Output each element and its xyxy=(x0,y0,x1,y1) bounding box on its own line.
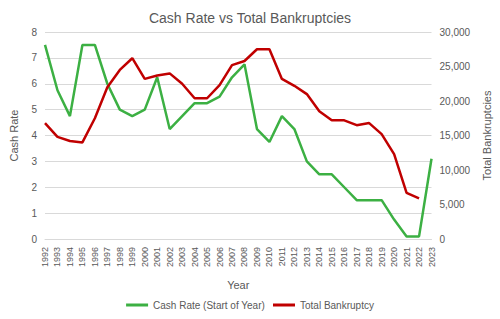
svg-text:1996: 1996 xyxy=(90,247,100,267)
svg-text:4: 4 xyxy=(31,130,37,141)
svg-text:2014: 2014 xyxy=(314,247,324,267)
svg-text:5,000: 5,000 xyxy=(440,199,465,210)
svg-text:2003: 2003 xyxy=(177,247,187,267)
svg-text:15,000: 15,000 xyxy=(440,130,471,141)
svg-text:2020: 2020 xyxy=(389,247,399,267)
svg-text:6: 6 xyxy=(31,78,37,89)
svg-text:Total Bankruptcies: Total Bankruptcies xyxy=(481,90,493,180)
svg-text:7: 7 xyxy=(31,52,37,63)
svg-text:2005: 2005 xyxy=(202,247,212,267)
svg-text:2019: 2019 xyxy=(377,247,387,267)
svg-text:20,000: 20,000 xyxy=(440,96,471,107)
svg-text:25,000: 25,000 xyxy=(440,61,471,72)
svg-text:2006: 2006 xyxy=(215,247,225,267)
svg-text:2010: 2010 xyxy=(264,247,274,267)
svg-text:2013: 2013 xyxy=(302,247,312,267)
svg-text:5: 5 xyxy=(31,104,37,115)
svg-text:8: 8 xyxy=(31,27,37,38)
svg-text:2012: 2012 xyxy=(289,247,299,267)
svg-text:0: 0 xyxy=(31,234,37,245)
svg-text:1997: 1997 xyxy=(102,247,112,267)
svg-text:Cash Rate (Start of Year): Cash Rate (Start of Year) xyxy=(153,300,265,311)
svg-text:2021: 2021 xyxy=(402,247,412,267)
svg-text:2004: 2004 xyxy=(190,247,200,267)
svg-text:1992: 1992 xyxy=(40,247,50,267)
svg-text:2008: 2008 xyxy=(239,247,249,267)
svg-text:1998: 1998 xyxy=(115,247,125,267)
svg-text:2002: 2002 xyxy=(165,247,175,267)
svg-text:2023: 2023 xyxy=(427,247,437,267)
svg-text:3: 3 xyxy=(31,156,37,167)
svg-text:2009: 2009 xyxy=(252,247,262,267)
svg-text:Year: Year xyxy=(227,279,250,291)
svg-text:1993: 1993 xyxy=(52,247,62,267)
svg-text:1: 1 xyxy=(31,208,37,219)
svg-text:1999: 1999 xyxy=(127,247,137,267)
svg-text:0: 0 xyxy=(440,234,446,245)
svg-text:2018: 2018 xyxy=(364,247,374,267)
svg-text:30,000: 30,000 xyxy=(440,27,471,38)
svg-text:Total Bankruptcy: Total Bankruptcy xyxy=(300,300,374,311)
svg-text:Cash Rate: Cash Rate xyxy=(8,110,20,162)
svg-text:2015: 2015 xyxy=(327,247,337,267)
svg-text:2007: 2007 xyxy=(227,247,237,267)
svg-text:10,000: 10,000 xyxy=(440,165,471,176)
svg-text:2016: 2016 xyxy=(339,247,349,267)
svg-text:2022: 2022 xyxy=(414,247,424,267)
svg-text:2001: 2001 xyxy=(152,247,162,267)
svg-text:1994: 1994 xyxy=(65,247,75,267)
svg-text:2000: 2000 xyxy=(140,247,150,267)
svg-text:2011: 2011 xyxy=(277,247,287,266)
svg-text:1995: 1995 xyxy=(77,247,87,267)
svg-text:Cash Rate vs Total Bankruptcie: Cash Rate vs Total Bankruptcies xyxy=(149,10,351,26)
svg-text:2: 2 xyxy=(31,182,37,193)
svg-text:2017: 2017 xyxy=(352,247,362,267)
